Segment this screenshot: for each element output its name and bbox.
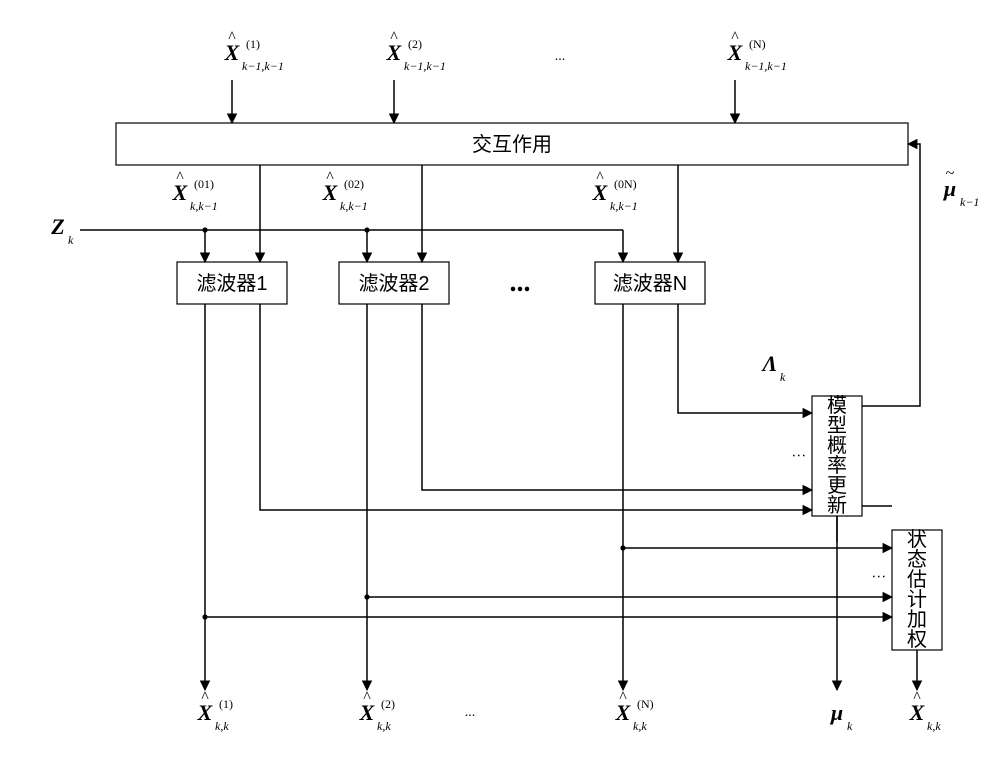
label-x-kk-N: X^(N)k,k (615, 689, 654, 733)
ellipsis-bottom: ... (465, 705, 476, 720)
filter-2-box-label: 滤波器2 (358, 272, 429, 295)
ellipsis-top: ... (555, 49, 566, 64)
prob-update-box-label: 型 (827, 414, 847, 437)
label-x-k1k1-N: X^(N)k−1,k−1 (727, 29, 787, 73)
svg-text:k: k (780, 370, 786, 384)
state-weight-box-label: 状 (907, 528, 927, 551)
prob-update-box-label: 模 (827, 394, 847, 417)
svg-text:(N): (N) (749, 37, 766, 51)
svg-text:^: ^ (731, 29, 739, 46)
svg-text:k−1,k−1: k−1,k−1 (242, 59, 284, 73)
junction-zk-1 (202, 227, 207, 232)
svg-text:(N): (N) (637, 697, 654, 711)
f2-to-probupdate (422, 304, 812, 490)
svg-text:^: ^ (201, 689, 209, 706)
state-weight-box-label: 估 (907, 568, 927, 591)
label-x-kk-2: X^(2)k,k (359, 689, 395, 733)
junction-f1-state (202, 614, 207, 619)
label-Lambda-k: Λk (761, 351, 786, 384)
prob-update-box-label: 率 (827, 454, 847, 477)
vdots-prob: ⋮ (791, 449, 806, 463)
svg-text:k,k: k,k (377, 719, 391, 733)
label-Zk: Zk (50, 214, 74, 247)
svg-text:Z: Z (50, 214, 64, 239)
label-x-kk1-0N: X^(0N)k,k−1 (592, 169, 638, 213)
label-x-k1k1-1: X^(1)k−1,k−1 (224, 29, 284, 73)
svg-text:(1): (1) (246, 37, 260, 51)
svg-text:(0N): (0N) (614, 177, 637, 191)
svg-text:Λ: Λ (761, 351, 778, 376)
svg-text:(1): (1) (219, 697, 233, 711)
svg-text:k,k: k,k (927, 719, 941, 733)
svg-text:^: ^ (326, 169, 334, 186)
junction-f2-state (364, 594, 369, 599)
state-weight-box: 状态估计加权 (892, 528, 942, 651)
ellipsis-filters: ... (510, 267, 531, 298)
junction-zk-2 (364, 227, 369, 232)
svg-text:k−1: k−1 (960, 195, 979, 209)
svg-text:k: k (847, 719, 853, 733)
svg-text:~: ~ (946, 165, 955, 182)
label-mu-k: μk (830, 700, 853, 733)
label-mu-tilde-k1: μ~k−1 (943, 165, 980, 209)
svg-text:k,k−1: k,k−1 (340, 199, 368, 213)
label-x-k1k1-2: X^(2)k−1,k−1 (386, 29, 446, 73)
svg-text:^: ^ (596, 169, 604, 186)
svg-text:^: ^ (228, 29, 236, 46)
state-weight-box-label: 态 (907, 548, 927, 571)
probupdate-feedback-to-interaction (862, 144, 920, 406)
svg-text:^: ^ (913, 689, 921, 706)
f1-to-probupdate (260, 304, 812, 510)
label-x-kk1-02: X^(02)k,k−1 (322, 169, 368, 213)
vdots-state: ⋮ (871, 570, 886, 584)
prob-update-box-label: 概 (827, 434, 847, 457)
svg-text:^: ^ (619, 689, 627, 706)
label-x-kk1-01: X^(01)k,k−1 (172, 169, 218, 213)
fN-to-probupdate (678, 304, 812, 413)
svg-text:k−1,k−1: k−1,k−1 (404, 59, 446, 73)
state-weight-box-label: 加 (907, 608, 927, 631)
filter-N-box: 滤波器N (595, 262, 705, 304)
svg-text:^: ^ (363, 689, 371, 706)
junction-fN-state (620, 545, 625, 550)
svg-text:k−1,k−1: k−1,k−1 (745, 59, 787, 73)
filter-1-box-label: 滤波器1 (196, 272, 267, 295)
svg-text:k,k−1: k,k−1 (610, 199, 638, 213)
label-Xkk: X^k,k (909, 689, 942, 733)
svg-text:k,k: k,k (633, 719, 647, 733)
svg-text:k,k−1: k,k−1 (190, 199, 218, 213)
prob-update-box-label: 新 (827, 494, 847, 517)
svg-text:^: ^ (390, 29, 398, 46)
svg-text:μ: μ (830, 700, 843, 725)
filter-1-box: 滤波器1 (177, 262, 287, 304)
filter-2-box: 滤波器2 (339, 262, 449, 304)
interaction-box: 交互作用 (116, 123, 908, 165)
svg-text:(01): (01) (194, 177, 214, 191)
prob-update-box-label: 更 (827, 475, 847, 497)
svg-text:(2): (2) (408, 37, 422, 51)
state-weight-box-label: 计 (907, 588, 927, 611)
svg-text:(02): (02) (344, 177, 364, 191)
svg-text:k: k (68, 233, 74, 247)
prob-update-box: 模型概率更新 (812, 394, 862, 517)
svg-text:^: ^ (176, 169, 184, 186)
label-x-kk-1: X^(1)k,k (197, 689, 233, 733)
state-weight-box-label: 权 (907, 628, 927, 651)
filter-N-box-label: 滤波器N (613, 272, 687, 295)
svg-text:(2): (2) (381, 697, 395, 711)
interaction-box-label: 交互作用 (472, 133, 552, 156)
svg-text:k,k: k,k (215, 719, 229, 733)
